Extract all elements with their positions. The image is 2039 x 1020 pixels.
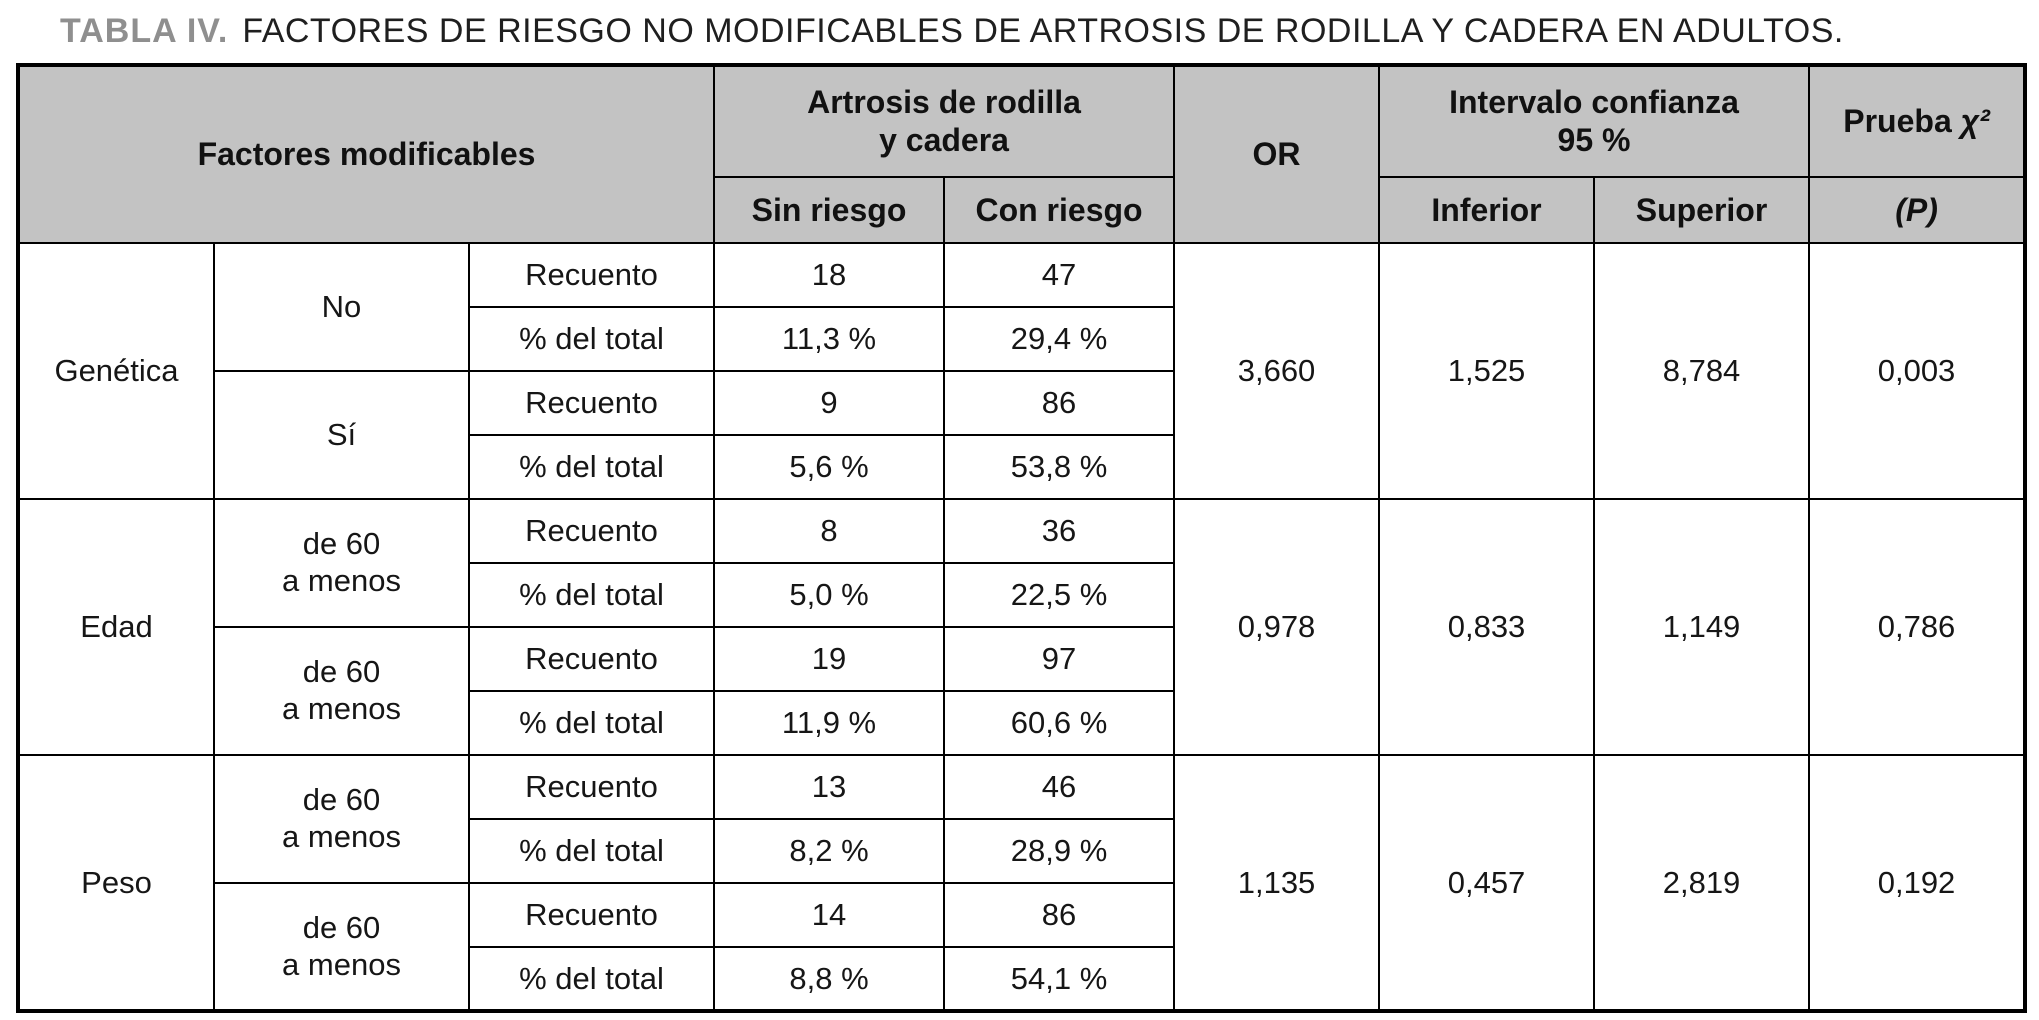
header-factores-modificables: Factores modificables [16, 64, 716, 244]
table-row: % del total 11,9 % 60,6 % [18, 690, 2025, 756]
cell-sin-riesgo: 8,2 % [713, 818, 946, 884]
header-row-1: Factores modificables Artrosis de rodill… [16, 64, 2027, 244]
cell-sin-riesgo: 5,0 % [713, 562, 946, 628]
header-row-2: Sin riesgo Con riesgo Inferior Superior … [18, 176, 2027, 244]
cell-sin-riesgo: 14 [713, 882, 946, 948]
header-sin-riesgo: Sin riesgo [713, 176, 946, 244]
cell-sin-riesgo: 5,6 % [713, 434, 946, 500]
table-row: % del total 5,0 % 22,5 % [18, 562, 2025, 628]
table-row: Peso de 60 a menos Recuento 13 46 1,135 … [17, 754, 2027, 1012]
cell-row-label: Recuento [467, 754, 716, 820]
cell-row-label: % del total [467, 562, 716, 628]
cell-sin-riesgo: 13 [713, 754, 946, 820]
cell-row-label: % del total [467, 434, 716, 500]
table-row: % del total 11,3 % 29,4 % [18, 306, 2025, 372]
table-title-text: FACTORES DE RIESGO NO MODIFICABLES DE AR… [242, 12, 1844, 50]
cell-sin-riesgo: 11,9 % [713, 690, 946, 756]
cell-sin-riesgo: 11,3 % [713, 306, 946, 372]
cell-or: 3,660 [1173, 242, 1381, 500]
header-inferior: Inferior [1378, 176, 1596, 244]
cell-row-label: Recuento [467, 882, 716, 948]
chi-squared-symbol: χ² [1960, 103, 1990, 139]
cell-sin-riesgo: 19 [713, 626, 946, 692]
cell-row-label: % del total [467, 946, 716, 1012]
cell-factor: Peso [17, 754, 215, 1012]
header-con-riesgo: Con riesgo [943, 176, 1176, 244]
table-title-label: TABLA IV. [60, 12, 229, 50]
header-prueba-text: Prueba [1843, 103, 1952, 139]
cell-con-riesgo: 47 [943, 242, 1176, 308]
header-or: OR [1173, 64, 1381, 244]
cell-con-riesgo: 53,8 % [943, 434, 1176, 500]
cell-inferior: 0,457 [1378, 754, 1596, 1012]
cell-row-label: % del total [467, 690, 716, 756]
cell-p-value: 0,003 [1808, 242, 2027, 500]
cell-superior: 8,784 [1593, 242, 1811, 500]
cell-or: 0,978 [1173, 498, 1381, 756]
cell-level: de 60 a menos [213, 626, 470, 756]
cell-superior: 1,149 [1593, 498, 1811, 756]
cell-row-label: Recuento [467, 370, 716, 436]
header-p-value: (P) [1808, 176, 2027, 244]
cell-inferior: 1,525 [1378, 242, 1596, 500]
table-row: Genética No Recuento 18 47 3,660 1,525 8… [17, 242, 2027, 500]
cell-con-riesgo: 22,5 % [943, 562, 1176, 628]
cell-row-label: % del total [467, 818, 716, 884]
cell-or: 1,135 [1173, 754, 1381, 1012]
cell-level: de 60 a menos [213, 498, 470, 628]
cell-row-label: Recuento [467, 498, 716, 564]
cell-con-riesgo: 28,9 % [943, 818, 1176, 884]
cell-inferior: 0,833 [1378, 498, 1596, 756]
header-superior: Superior [1593, 176, 1811, 244]
cell-level: de 60 a menos [213, 882, 470, 1012]
risk-factors-table: Factores modificables Artrosis de rodill… [16, 63, 2028, 1013]
cell-level: Sí [213, 370, 470, 500]
cell-sin-riesgo: 8 [713, 498, 946, 564]
header-prueba-chi: Prueba χ² [1808, 64, 2027, 178]
header-intervalo-confianza: Intervalo confianza 95 % [1378, 64, 1811, 178]
table-row: % del total 8,8 % 54,1 % [18, 946, 2025, 1012]
cell-factor: Genética [17, 242, 215, 500]
table-row: de 60 a menos Recuento 19 97 [18, 626, 2025, 756]
cell-factor: Edad [17, 498, 215, 756]
cell-row-label: % del total [467, 306, 716, 372]
cell-superior: 2,819 [1593, 754, 1811, 1012]
cell-row-label: Recuento [467, 242, 716, 308]
table-row: % del total 8,2 % 28,9 % [18, 818, 2025, 884]
cell-sin-riesgo: 18 [713, 242, 946, 308]
cell-p-value: 0,786 [1808, 498, 2027, 756]
table-title: TABLA IV. FACTORES DE RIESGO NO MODIFICAB… [60, 12, 2023, 51]
cell-sin-riesgo: 9 [713, 370, 946, 436]
table-row: Edad de 60 a menos Recuento 8 36 0,978 0… [17, 498, 2027, 756]
cell-sin-riesgo: 8,8 % [713, 946, 946, 1012]
cell-con-riesgo: 86 [943, 370, 1176, 436]
header-artrosis: Artrosis de rodilla y cadera [713, 64, 1176, 178]
cell-row-label: Recuento [467, 626, 716, 692]
cell-level: No [213, 242, 470, 372]
cell-con-riesgo: 29,4 % [943, 306, 1176, 372]
table-row: % del total 5,6 % 53,8 % [18, 434, 2025, 500]
cell-con-riesgo: 54,1 % [943, 946, 1176, 1012]
cell-con-riesgo: 97 [943, 626, 1176, 692]
cell-p-value: 0,192 [1808, 754, 2027, 1012]
cell-con-riesgo: 60,6 % [943, 690, 1176, 756]
table-row: Sí Recuento 9 86 [18, 370, 2025, 500]
cell-level: de 60 a menos [213, 754, 470, 884]
cell-con-riesgo: 46 [943, 754, 1176, 820]
table-row: de 60 a menos Recuento 14 86 [18, 882, 2025, 1012]
cell-con-riesgo: 86 [943, 882, 1176, 948]
cell-con-riesgo: 36 [943, 498, 1176, 564]
